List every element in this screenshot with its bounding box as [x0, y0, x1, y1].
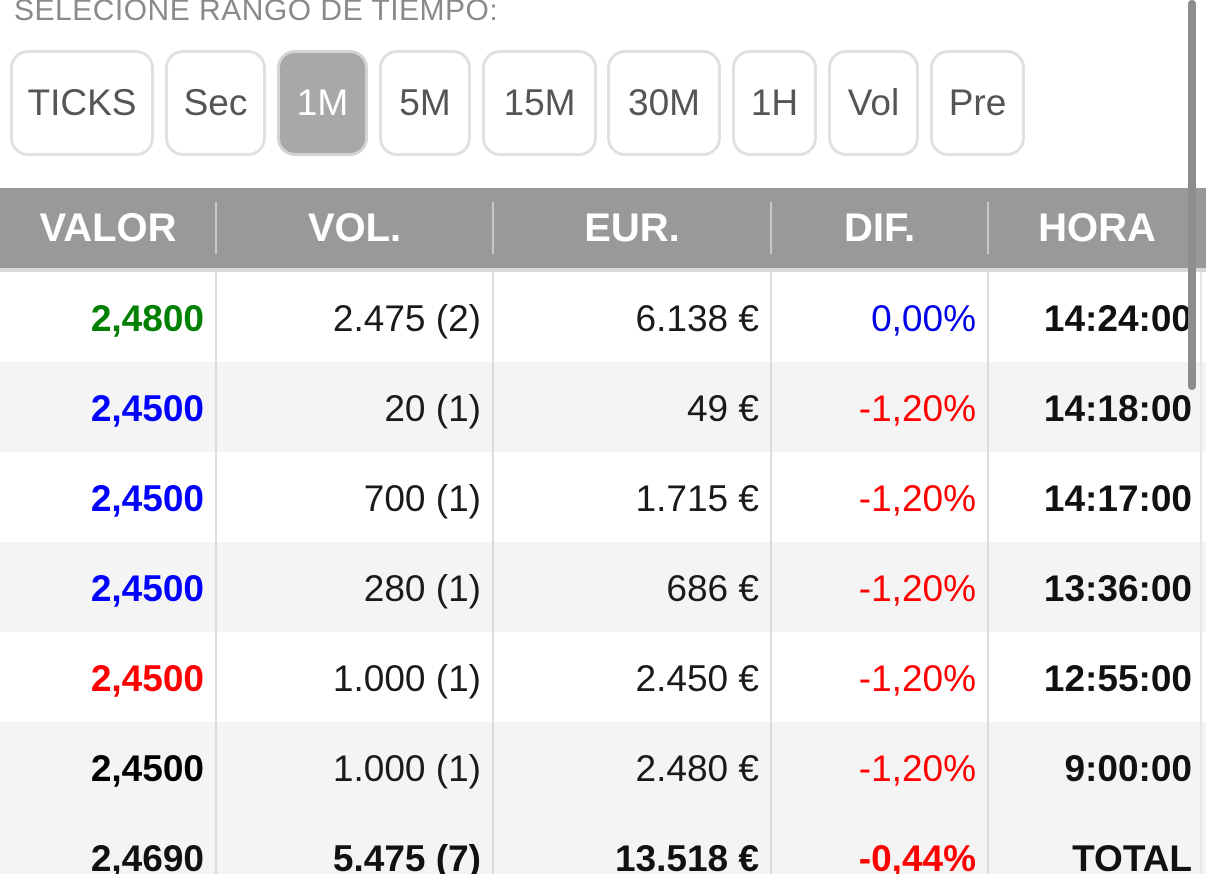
cell-eur: 49 €: [686, 388, 759, 429]
scrollbar[interactable]: [1188, 0, 1196, 390]
cell-eur: 6.138 €: [635, 298, 759, 339]
total-dif: -0,44%: [858, 838, 976, 874]
cell-hora: 14:18:00: [1043, 388, 1192, 429]
table-row[interactable]: 2,4500 280 (1) 686 € -1,20% 13:36:00: [0, 542, 1206, 632]
table-row[interactable]: 2,4500 20 (1) 49 € -1,20% 14:18:00: [0, 362, 1206, 452]
cell-valor: 2,4500: [90, 478, 204, 519]
cell-hora: 14:17:00: [1043, 478, 1192, 519]
table-row[interactable]: 2,4500 700 (1) 1.715 € -1,20% 14:17:00: [0, 452, 1206, 542]
cell-hora: 9:00:00: [1064, 748, 1192, 789]
cell-eur: 2.480 €: [635, 748, 759, 789]
cell-vol: 1.000 (1): [332, 658, 481, 699]
cell-dif: -1,20%: [858, 748, 976, 789]
cell-dif: -1,20%: [858, 658, 976, 699]
header-dif[interactable]: DIF.: [843, 206, 916, 250]
cell-hora: 13:36:00: [1043, 568, 1192, 609]
column-divider: [770, 272, 772, 874]
range-button-ticks[interactable]: TICKS: [10, 50, 154, 156]
cell-dif: 0,00%: [871, 298, 976, 339]
cell-hora: 12:55:00: [1043, 658, 1192, 699]
range-selector-label: SELECIONE RANGO DE TIEMPO:: [14, 0, 499, 27]
column-divider: [492, 272, 494, 874]
table-row[interactable]: 2,4500 1.000 (1) 2.480 € -1,20% 9:00:00: [0, 722, 1206, 812]
header-divider: [492, 202, 494, 254]
total-valor: 2,4690: [90, 838, 204, 874]
table-total-row: 2,4690 5.475 (7) 13.518 € -0,44% TOTAL: [0, 812, 1206, 874]
header-hora[interactable]: HORA: [1038, 206, 1156, 250]
cell-vol: 280 (1): [363, 568, 481, 609]
trades-table: VALOR VOL. EUR. DIF. HORA 2,4800 2.475 (2) 6.1…: [0, 188, 1206, 874]
header-divider: [987, 202, 989, 254]
range-button-30m[interactable]: 30M: [607, 50, 721, 156]
cell-eur: 686 €: [666, 568, 759, 609]
cell-vol: 700 (1): [363, 478, 481, 519]
header-divider: [215, 202, 217, 254]
range-button-pre[interactable]: Pre: [930, 50, 1025, 156]
cell-valor: 2,4500: [90, 748, 204, 789]
header-divider: [770, 202, 772, 254]
column-divider: [215, 272, 217, 874]
cell-valor: 2,4800: [90, 298, 204, 339]
total-hora: TOTAL: [1072, 838, 1192, 874]
header-valor[interactable]: VALOR: [39, 206, 177, 250]
header-eur[interactable]: EUR.: [584, 206, 680, 250]
range-button-sec[interactable]: Sec: [165, 50, 266, 156]
range-button-1m[interactable]: 1M: [277, 50, 368, 156]
total-vol: 5.475 (7): [332, 838, 481, 874]
cell-dif: -1,20%: [858, 478, 976, 519]
cell-hora: 14:24:00: [1043, 298, 1192, 339]
range-button-vol[interactable]: Vol: [828, 50, 919, 156]
cell-eur: 2.450 €: [635, 658, 759, 699]
cell-valor: 2,4500: [90, 568, 204, 609]
cell-vol: 1.000 (1): [332, 748, 481, 789]
cell-dif: -1,20%: [858, 568, 976, 609]
range-button-15m[interactable]: 15M: [482, 50, 597, 156]
cell-vol: 2.475 (2): [332, 298, 481, 339]
cell-dif: -1,20%: [858, 388, 976, 429]
cell-vol: 20 (1): [384, 388, 481, 429]
table-row[interactable]: 2,4800 2.475 (2) 6.138 € 0,00% 14:24:00: [0, 272, 1206, 362]
total-eur: 13.518 €: [614, 838, 759, 874]
range-button-1h[interactable]: 1H: [732, 50, 817, 156]
cell-eur: 1.715 €: [635, 478, 759, 519]
table-right-edge: [1200, 272, 1202, 874]
table-body: 2,4800 2.475 (2) 6.138 € 0,00% 14:24:00 2,450…: [0, 272, 1206, 874]
range-button-5m[interactable]: 5M: [379, 50, 471, 156]
cell-valor: 2,4500: [90, 658, 204, 699]
table-header: VALOR VOL. EUR. DIF. HORA: [0, 188, 1206, 272]
column-divider: [987, 272, 989, 874]
table-row[interactable]: 2,4500 1.000 (1) 2.450 € -1,20% 12:55:00: [0, 632, 1206, 722]
header-vol[interactable]: VOL.: [307, 206, 402, 250]
cell-valor: 2,4500: [90, 388, 204, 429]
